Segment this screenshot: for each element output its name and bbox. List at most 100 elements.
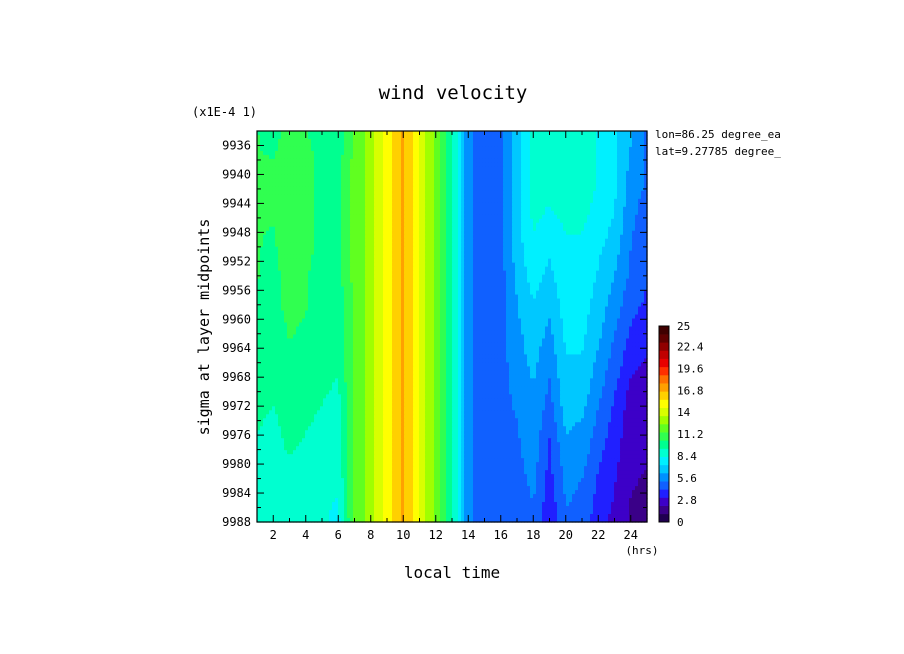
heatmap-cell: [404, 254, 408, 260]
heatmap-cell: [494, 131, 498, 136]
heatmap-cell: [407, 226, 411, 232]
heatmap-cell: [302, 238, 306, 244]
heatmap-cell: [605, 194, 609, 200]
heatmap-cell: [476, 218, 480, 224]
heatmap-cell: [422, 178, 426, 184]
heatmap-cell: [461, 242, 465, 248]
heatmap-cell: [518, 166, 522, 172]
heatmap-cell: [470, 142, 474, 148]
heatmap-cell: [263, 154, 267, 160]
heatmap-cell: [536, 170, 540, 176]
heatmap-cell: [428, 178, 432, 184]
heatmap-cell: [371, 186, 375, 192]
heatmap-cell: [428, 150, 432, 156]
heatmap-cell: [638, 202, 642, 208]
heatmap-cell: [410, 202, 414, 208]
heatmap-cell: [350, 210, 354, 216]
heatmap-cell: [272, 226, 276, 232]
heatmap-cell: [476, 230, 480, 236]
heatmap-cell: [485, 202, 489, 208]
heatmap-cell: [455, 210, 459, 216]
heatmap-cell: [431, 202, 435, 208]
heatmap-cell: [551, 206, 555, 212]
heatmap-cell: [536, 134, 540, 140]
heatmap-cell: [290, 190, 294, 196]
heatmap-cell: [398, 250, 402, 256]
heatmap-cell: [434, 246, 438, 252]
heatmap-cell: [644, 158, 648, 164]
heatmap-cell: [590, 246, 594, 252]
heatmap-cell: [614, 242, 618, 248]
heatmap-cell: [416, 242, 420, 248]
heatmap-cell: [314, 166, 318, 172]
heatmap-cell: [638, 198, 642, 204]
heatmap-cell: [644, 190, 648, 196]
heatmap-cell: [314, 178, 318, 184]
heatmap-cell: [545, 162, 549, 168]
heatmap-cell: [344, 182, 348, 188]
heatmap-cell: [551, 146, 555, 152]
heatmap-cell: [587, 190, 591, 196]
heatmap-cell: [572, 146, 576, 152]
heatmap-cell: [584, 186, 588, 192]
heatmap-cell: [275, 250, 279, 256]
heatmap-cell: [380, 134, 384, 140]
heatmap-cell: [509, 246, 513, 252]
heatmap-cell: [365, 238, 369, 244]
heatmap-cell: [488, 146, 492, 152]
heatmap-cell: [410, 218, 414, 224]
heatmap-cell: [299, 242, 303, 248]
heatmap-cell: [626, 131, 630, 136]
heatmap-cell: [341, 226, 345, 232]
heatmap-cell: [470, 254, 474, 260]
heatmap-cell: [320, 138, 324, 144]
heatmap-cell: [374, 238, 378, 244]
heatmap-cell: [446, 182, 450, 188]
heatmap-cell: [602, 154, 606, 160]
heatmap-cell: [545, 242, 549, 248]
heatmap-cell: [419, 146, 423, 152]
heatmap-cell: [284, 170, 288, 176]
heatmap-cell: [380, 170, 384, 176]
heatmap-cell: [350, 222, 354, 228]
heatmap-cell: [302, 198, 306, 204]
heatmap-cell: [563, 178, 567, 184]
heatmap-cell: [569, 198, 573, 204]
heatmap-cell: [530, 194, 534, 200]
heatmap-cell: [494, 242, 498, 248]
heatmap-cell: [347, 182, 351, 188]
heatmap-cell: [599, 158, 603, 164]
heatmap-cell: [509, 206, 513, 212]
heatmap-cell: [593, 158, 597, 164]
heatmap-cell: [614, 158, 618, 164]
heatmap-cell: [617, 134, 621, 140]
heatmap-cell: [260, 170, 264, 176]
heatmap-cell: [344, 162, 348, 168]
heatmap-cell: [455, 258, 459, 264]
heatmap-cell: [335, 262, 339, 268]
heatmap-cell: [560, 194, 564, 200]
heatmap-cell: [332, 134, 336, 140]
heatmap-cell: [566, 146, 570, 152]
heatmap-cell: [368, 258, 372, 264]
heatmap-cell: [518, 198, 522, 204]
heatmap-cell: [350, 186, 354, 192]
heatmap-cell: [554, 206, 558, 212]
heatmap-cell: [617, 142, 621, 148]
heatmap-cell: [260, 214, 264, 220]
heatmap-cell: [302, 166, 306, 172]
heatmap-cell: [593, 150, 597, 156]
heatmap-cell: [596, 190, 600, 196]
heatmap-cell: [539, 238, 543, 244]
heatmap-cell: [266, 186, 270, 192]
heatmap-cell: [347, 214, 351, 220]
heatmap-cell: [431, 250, 435, 256]
heatmap-cell: [410, 254, 414, 260]
heatmap-cell: [377, 190, 381, 196]
heatmap-cell: [566, 190, 570, 196]
heatmap-cell: [353, 142, 357, 148]
heatmap-cell: [266, 190, 270, 196]
heatmap-cell: [590, 170, 594, 176]
heatmap-cell: [560, 166, 564, 172]
heatmap-cell: [494, 166, 498, 172]
